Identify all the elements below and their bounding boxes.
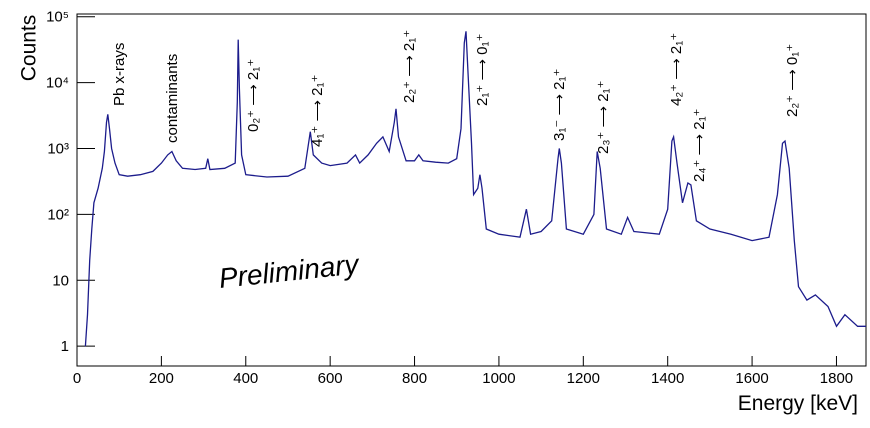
y-tick-label: 10⁵ <box>46 9 69 26</box>
x-tick-label: 0 <box>73 370 81 387</box>
peak-label: Pb x-rays <box>111 43 128 106</box>
x-tick-label: 1600 <box>735 370 768 387</box>
x-tick-label: 1800 <box>820 370 853 387</box>
peak-label: 3₁⁻ ⟶ 2₁⁺ <box>551 69 568 141</box>
peak-label: 2₃⁺ ⟶ 2₁⁺ <box>595 80 612 154</box>
x-tick-label: 1000 <box>482 370 515 387</box>
peak-label: 2₂⁺ ⟶ 2₁⁺ <box>401 30 418 103</box>
x-tick-label: 600 <box>318 370 343 387</box>
peak-label: 4₁⁺ ⟶ 2₁⁺ <box>309 75 326 147</box>
plot-frame <box>76 13 867 367</box>
y-tick-label: 10³ <box>47 141 69 158</box>
peak-label: 2₁⁺ ⟶ 0₁⁺ <box>474 34 491 106</box>
y-axis-title: Counts <box>18 15 41 82</box>
x-axis-title: Energy [keV] <box>738 392 858 415</box>
peak-label: 2₂⁺ ⟶ 0₁⁺ <box>784 44 801 117</box>
x-tick-label: 1200 <box>567 370 600 387</box>
spectrum-line <box>84 31 866 347</box>
x-tick-label: 800 <box>402 370 427 387</box>
peak-label: contaminants <box>164 54 181 143</box>
y-tick-label: 10 <box>52 272 69 289</box>
y-tick-label: 1 <box>61 338 69 355</box>
y-tick-label: 10⁴ <box>46 75 69 92</box>
x-tick-label: 200 <box>149 370 174 387</box>
watermark: Preliminary <box>217 248 361 294</box>
y-tick-label: 10² <box>47 206 69 223</box>
peak-label: 2₄⁺ ⟶ 2₁⁺ <box>691 108 708 182</box>
peak-label: 4₂⁺ ⟶ 2₁⁺ <box>668 33 685 106</box>
x-tick-label: 400 <box>233 370 258 387</box>
peak-label: 0₂⁺ ⟶ 2₁⁺ <box>245 59 262 132</box>
x-tick-label: 1400 <box>651 370 684 387</box>
